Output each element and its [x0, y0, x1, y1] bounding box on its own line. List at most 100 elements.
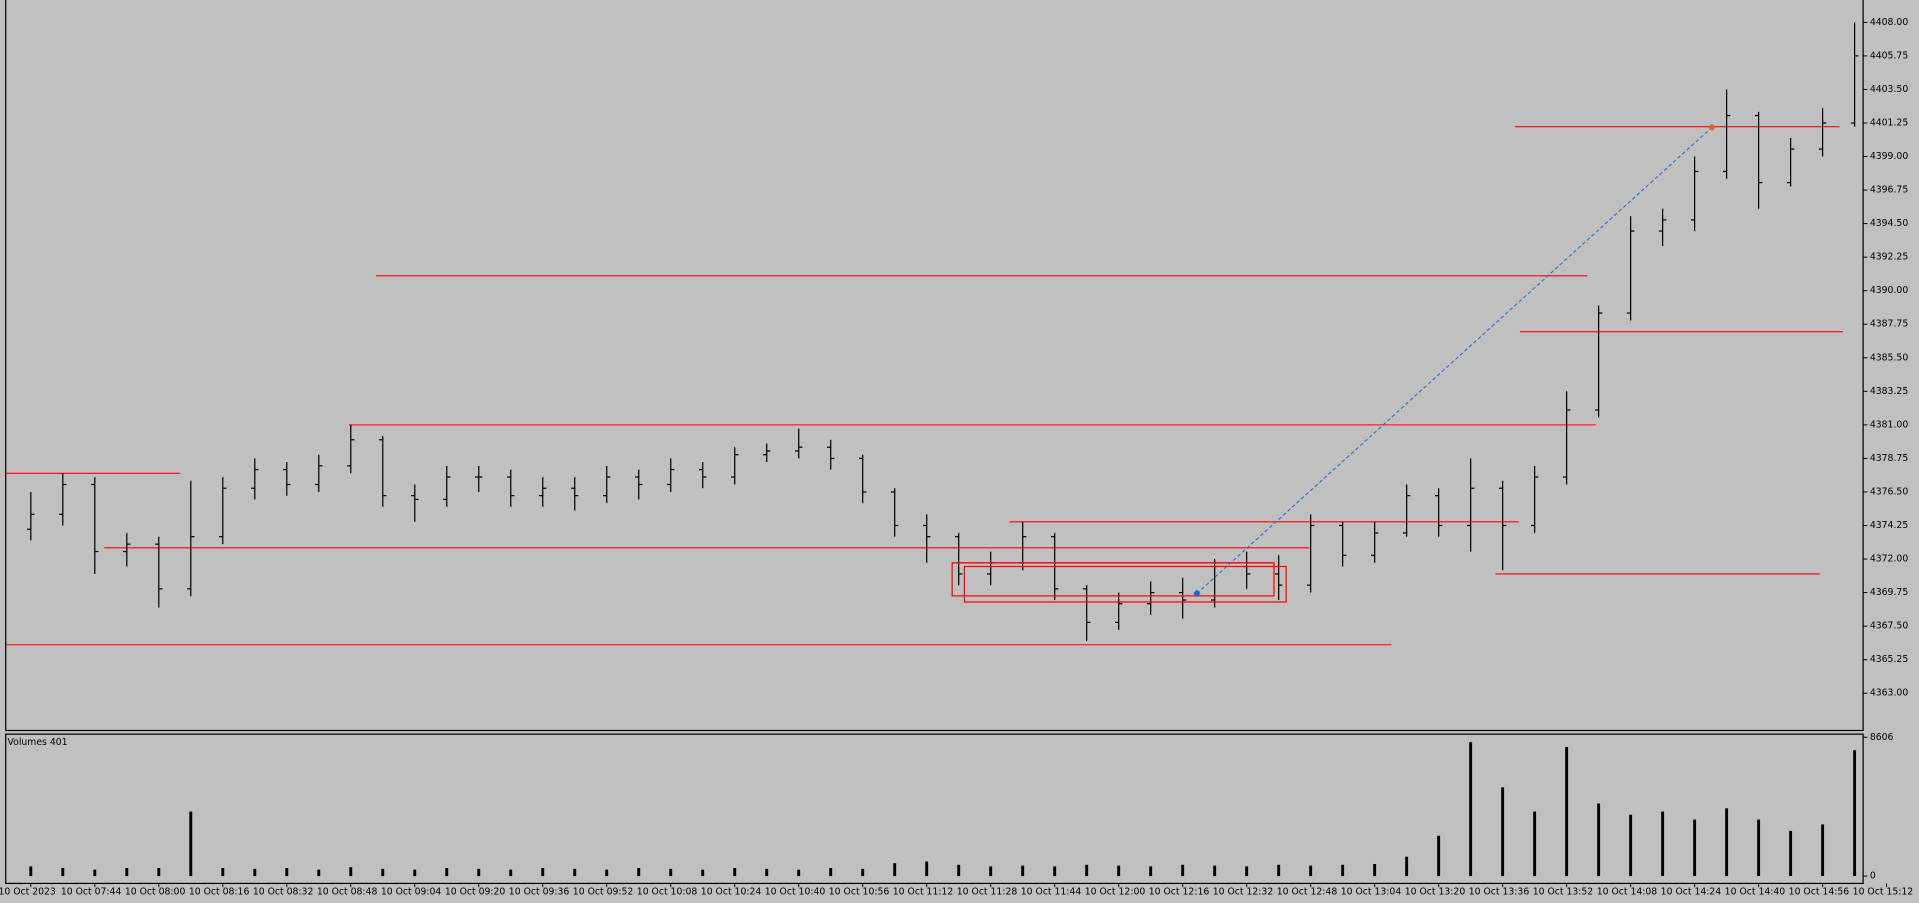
volume-bar — [1341, 864, 1345, 877]
volume-bar — [1661, 811, 1665, 877]
volume-bar — [1021, 865, 1025, 877]
volume-bar — [861, 868, 865, 877]
volume-bar — [381, 868, 385, 877]
volume-bar — [125, 868, 129, 877]
volume-bar — [1405, 856, 1409, 877]
volume-bar — [1053, 866, 1057, 877]
y-tick-label: 4390.00 — [1870, 285, 1908, 296]
volume-bar — [893, 863, 897, 877]
x-tick-label: 10 Oct 11:44 — [1021, 886, 1082, 897]
y-tick-label: 4396.75 — [1870, 185, 1908, 196]
x-tick-label: 10 Oct 12:00 — [1085, 886, 1146, 897]
y-tick-label: 4381.00 — [1870, 419, 1908, 430]
y-tick-label: 4403.50 — [1870, 84, 1908, 95]
volume-bar — [1245, 866, 1249, 877]
y-tick-label: 4387.75 — [1870, 319, 1908, 330]
y-tick-label: 4369.75 — [1870, 587, 1908, 598]
volume-bar — [1277, 864, 1281, 877]
volume-bar — [1757, 819, 1761, 877]
volume-bar — [765, 868, 769, 877]
x-tick-label: 10 Oct 10:08 — [637, 886, 698, 897]
volume-bar — [1501, 787, 1505, 877]
x-tick-label: 10 Oct 08:00 — [125, 886, 186, 897]
volume-bar — [413, 869, 417, 877]
x-tick-label: 10 Oct 10:56 — [829, 886, 890, 897]
x-tick-label: 10 Oct 15:12 — [1853, 886, 1914, 897]
volume-bar — [253, 868, 257, 877]
price-pane — [5, 0, 1864, 732]
x-tick-label: 10 Oct 09:04 — [381, 886, 442, 897]
x-tick-label: 10 Oct 11:12 — [893, 886, 954, 897]
volume-bar — [157, 868, 161, 877]
volume-bar — [1789, 830, 1793, 877]
volume-bar — [1693, 819, 1697, 877]
x-tick-label: 10 Oct 08:48 — [317, 886, 378, 897]
y-tick-label: 4374.25 — [1870, 520, 1908, 531]
volume-bar — [1309, 865, 1313, 877]
volume-bar — [317, 869, 321, 877]
y-tick-label: 4405.75 — [1870, 50, 1908, 61]
volume-bar — [701, 869, 705, 877]
x-tick-label: 10 Oct 12:48 — [1277, 886, 1338, 897]
x-tick-label: 10 Oct 13:04 — [1341, 886, 1402, 897]
y-tick-label: 4401.25 — [1870, 117, 1908, 128]
x-tick-label: 10 Oct 09:36 — [509, 886, 570, 897]
volume-bar — [1085, 864, 1089, 877]
volume-bar — [221, 868, 225, 877]
volume-bar — [477, 868, 481, 877]
volume-bar — [1213, 865, 1217, 877]
volume-bar — [189, 811, 193, 877]
x-tick-label: 10 Oct 12:32 — [1213, 886, 1274, 897]
volume-pane — [5, 733, 1864, 885]
volume-bar — [93, 869, 97, 877]
y-tick-label: 8606 — [1870, 732, 1894, 743]
x-tick-label: 10 Oct 14:40 — [1725, 886, 1786, 897]
x-tick-label: 10 Oct 10:40 — [765, 886, 826, 897]
volume-bar — [1181, 864, 1185, 877]
volume-bar — [733, 868, 737, 877]
y-tick-label: 4376.50 — [1870, 486, 1908, 497]
x-tick-label: 10 Oct 07:44 — [61, 886, 122, 897]
volume-bar — [1117, 865, 1121, 877]
volume-bar — [637, 868, 641, 877]
x-tick-label: 10 Oct 14:56 — [1789, 886, 1850, 897]
x-tick-label: 10 Oct 13:36 — [1469, 886, 1530, 897]
volume-bar — [285, 868, 289, 877]
volume-bar — [1597, 803, 1601, 877]
x-tick-label: 10 Oct 09:20 — [445, 886, 506, 897]
volume-bar — [669, 868, 673, 877]
y-tick-label: 4365.25 — [1870, 654, 1908, 665]
volume-bar — [573, 868, 577, 877]
y-tick-label: 4372.00 — [1870, 554, 1908, 565]
y-tick-label: 4408.00 — [1870, 17, 1908, 28]
volume-bar — [61, 868, 65, 877]
x-tick-label: 10 Oct 14:08 — [1597, 886, 1658, 897]
y-tick-label: 4383.25 — [1870, 386, 1908, 397]
volume-bar — [1821, 824, 1825, 877]
volume-bar — [29, 866, 33, 877]
volume-bar — [925, 861, 929, 877]
volume-bar — [1437, 835, 1441, 877]
y-tick-label: 4399.00 — [1870, 151, 1908, 162]
x-tick-label: 10 Oct 11:28 — [957, 886, 1018, 897]
x-tick-label: 10 Oct 09:52 — [573, 886, 634, 897]
volume-bar — [509, 869, 513, 877]
x-tick-label: 10 Oct 10:24 — [701, 886, 762, 897]
volume-bar — [1373, 863, 1377, 877]
volume-label: Volumes 401 — [8, 737, 68, 748]
volume-bar — [541, 868, 545, 877]
x-tick-label: 10 Oct 2023 — [0, 886, 56, 897]
y-tick-label: 4363.00 — [1870, 688, 1908, 699]
volume-bar — [1533, 811, 1537, 877]
volume-bar — [1565, 747, 1569, 877]
volume-bar — [605, 869, 609, 877]
y-tick-label: 0 — [1870, 871, 1876, 882]
y-tick-label: 4392.25 — [1870, 252, 1908, 263]
x-tick-label: 10 Oct 13:52 — [1533, 886, 1594, 897]
volume-bar — [1469, 742, 1473, 877]
x-tick-label: 10 Oct 08:32 — [253, 886, 314, 897]
y-tick-label: 4378.75 — [1870, 453, 1908, 464]
volume-bar — [1853, 750, 1857, 877]
volume-bar — [1725, 808, 1729, 877]
